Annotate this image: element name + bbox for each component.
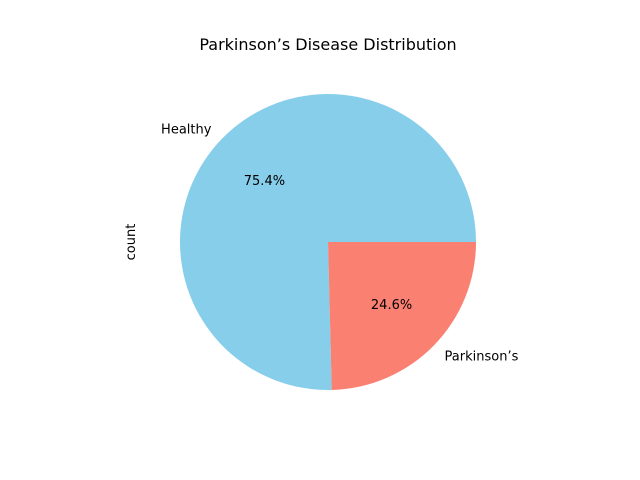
- pie-slice-parkinson-s: [328, 242, 476, 390]
- slice-percent-label: 75.4%: [244, 174, 285, 189]
- chart-title: Parkinson’s Disease Distribution: [199, 35, 456, 54]
- pie-slices: [180, 93, 476, 390]
- slice-label: Healthy: [161, 122, 212, 137]
- slice-label: Parkinson’s: [445, 350, 519, 365]
- slice-percent-label: 24.6%: [371, 298, 412, 313]
- pie-labels: Healthy 75.4% Parkinson’s 24.6%: [161, 122, 519, 364]
- y-axis-label: count: [124, 224, 139, 261]
